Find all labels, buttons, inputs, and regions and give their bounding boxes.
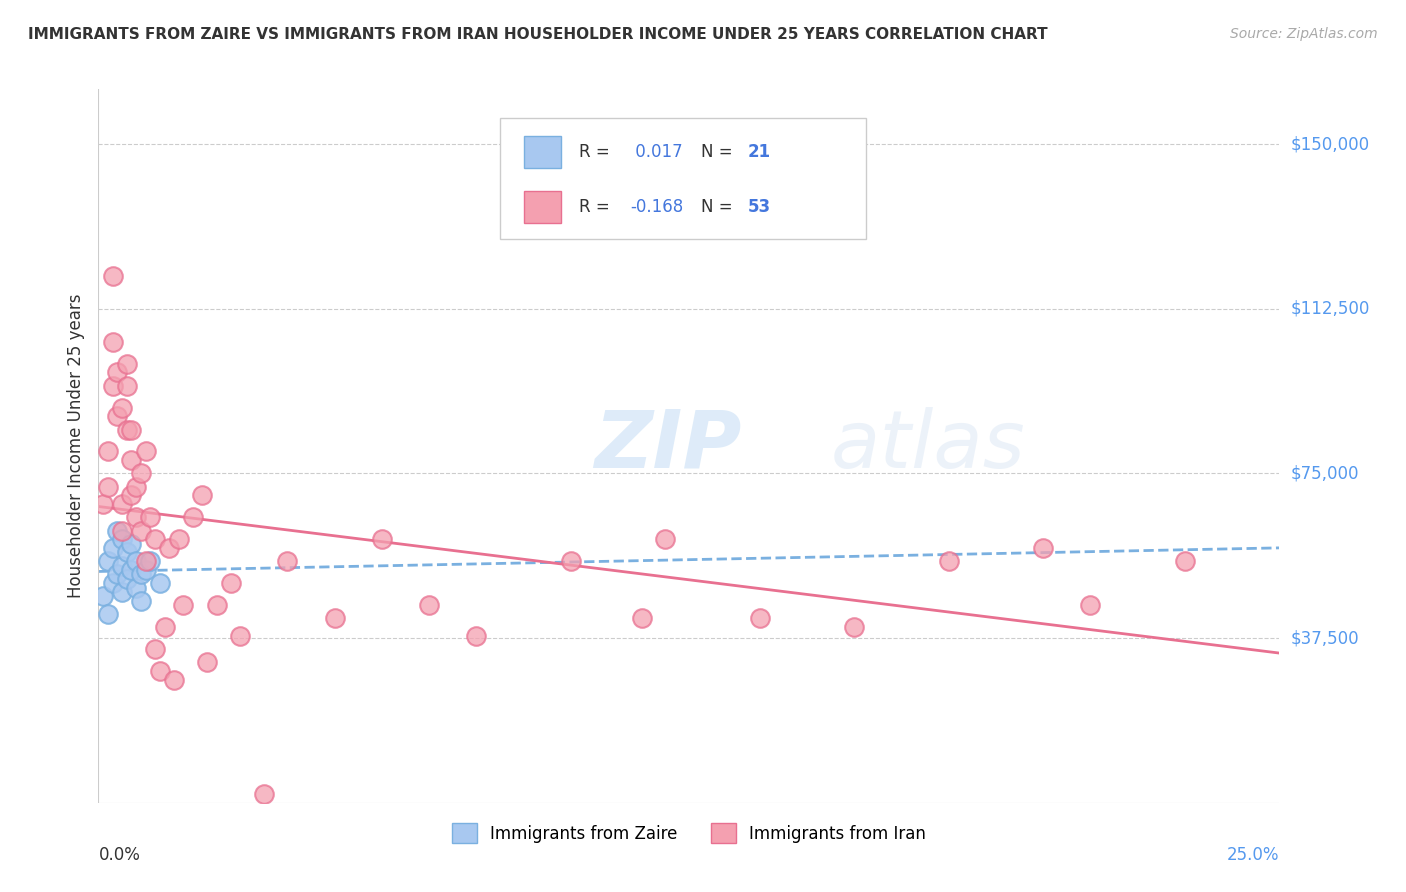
Point — [115, 572, 138, 586]
Point — [135, 554, 157, 568]
Point — [97, 554, 120, 568]
Point — [115, 545, 138, 559]
Point — [111, 558, 134, 573]
Point — [1080, 598, 1102, 612]
Point — [97, 444, 120, 458]
Point — [181, 510, 204, 524]
Point — [125, 510, 148, 524]
Text: 0.0%: 0.0% — [98, 846, 141, 863]
Point — [323, 611, 346, 625]
Point — [418, 598, 440, 612]
Point — [654, 533, 676, 547]
Point — [121, 537, 143, 551]
Point — [125, 554, 148, 568]
Point — [125, 480, 148, 494]
Point — [143, 642, 166, 657]
Text: ZIP: ZIP — [595, 407, 742, 485]
Text: 25.0%: 25.0% — [1227, 846, 1279, 863]
Point — [149, 576, 172, 591]
Point — [121, 488, 143, 502]
Point — [105, 409, 128, 424]
Point — [135, 444, 157, 458]
Point — [111, 401, 134, 415]
Point — [163, 673, 186, 687]
Point — [101, 334, 124, 349]
Text: Source: ZipAtlas.com: Source: ZipAtlas.com — [1230, 27, 1378, 41]
Point — [105, 567, 128, 582]
Point — [115, 423, 138, 437]
Text: N =: N = — [700, 198, 733, 216]
Point — [111, 524, 134, 538]
Point — [195, 655, 218, 669]
Point — [938, 554, 960, 568]
Point — [229, 629, 252, 643]
Bar — [523, 191, 561, 223]
Point — [97, 480, 120, 494]
Point — [101, 541, 124, 555]
Point — [115, 357, 138, 371]
Point — [253, 787, 276, 801]
Y-axis label: Householder Income Under 25 years: Householder Income Under 25 years — [66, 293, 84, 599]
Point — [121, 423, 143, 437]
Point — [115, 378, 138, 392]
Legend: Immigrants from Zaire, Immigrants from Iran: Immigrants from Zaire, Immigrants from I… — [443, 814, 935, 852]
Text: 53: 53 — [748, 198, 770, 216]
Text: R =: R = — [579, 143, 610, 161]
Point — [135, 563, 157, 577]
Point — [191, 488, 214, 502]
Point — [129, 524, 152, 538]
Point — [844, 620, 866, 634]
Point — [101, 268, 124, 283]
Point — [157, 541, 180, 555]
Point — [101, 576, 124, 591]
Point — [111, 585, 134, 599]
Text: N =: N = — [700, 143, 733, 161]
Point — [129, 594, 152, 608]
Text: atlas: atlas — [831, 407, 1025, 485]
Point — [91, 497, 114, 511]
Point — [105, 524, 128, 538]
Text: $112,500: $112,500 — [1291, 300, 1369, 318]
Point — [91, 590, 114, 604]
Text: $37,500: $37,500 — [1291, 629, 1360, 647]
Text: 0.017: 0.017 — [630, 143, 682, 161]
Point — [97, 607, 120, 621]
Point — [149, 664, 172, 678]
Point — [167, 533, 190, 547]
Point — [1174, 554, 1197, 568]
Point — [205, 598, 228, 612]
Point — [465, 629, 488, 643]
Point — [560, 554, 582, 568]
Bar — [523, 136, 561, 168]
Point — [111, 497, 134, 511]
FancyBboxPatch shape — [501, 118, 866, 239]
Text: -0.168: -0.168 — [630, 198, 683, 216]
Point — [748, 611, 770, 625]
Point — [143, 533, 166, 547]
Point — [172, 598, 194, 612]
Point — [129, 467, 152, 481]
Point — [101, 378, 124, 392]
Point — [276, 554, 298, 568]
Text: 21: 21 — [748, 143, 770, 161]
Point — [111, 533, 134, 547]
Text: IMMIGRANTS FROM ZAIRE VS IMMIGRANTS FROM IRAN HOUSEHOLDER INCOME UNDER 25 YEARS : IMMIGRANTS FROM ZAIRE VS IMMIGRANTS FROM… — [28, 27, 1047, 42]
Point — [153, 620, 176, 634]
Text: $75,000: $75,000 — [1291, 465, 1360, 483]
Point — [630, 611, 652, 625]
Point — [139, 510, 162, 524]
Point — [371, 533, 394, 547]
Point — [1032, 541, 1054, 555]
Point — [105, 366, 128, 380]
Point — [125, 581, 148, 595]
Text: $150,000: $150,000 — [1291, 135, 1369, 153]
Point — [139, 554, 162, 568]
Text: R =: R = — [579, 198, 610, 216]
Point — [129, 567, 152, 582]
Point — [121, 563, 143, 577]
Point — [219, 576, 242, 591]
Point — [121, 453, 143, 467]
